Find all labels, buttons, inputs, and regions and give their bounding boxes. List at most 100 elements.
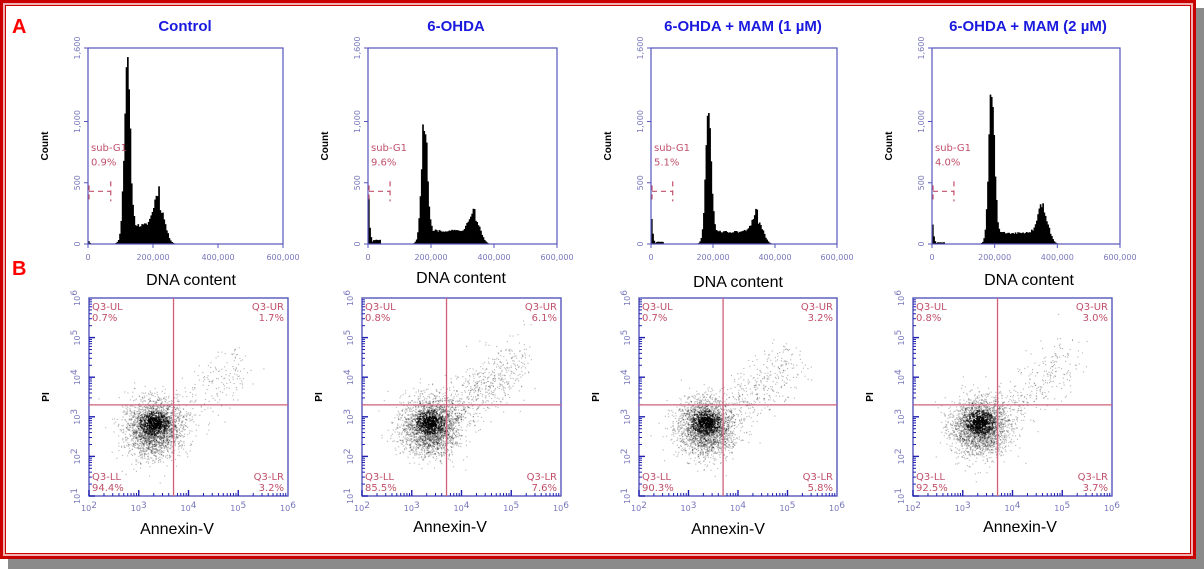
event-dot	[165, 413, 167, 415]
event-dot	[235, 367, 237, 369]
event-dot	[439, 398, 441, 400]
histogram-bar	[441, 231, 443, 244]
histogram-bar	[124, 113, 127, 244]
event-dot	[409, 429, 411, 431]
event-dot	[443, 454, 445, 457]
event-dot	[146, 436, 148, 438]
event-dot	[421, 438, 423, 440]
event-dot	[428, 434, 430, 436]
event-dot	[175, 437, 177, 439]
event-dot	[201, 410, 203, 413]
event-dot	[184, 425, 186, 427]
event-dot	[163, 397, 165, 400]
event-dot	[232, 395, 234, 397]
event-dot	[139, 406, 141, 408]
event-dot	[425, 439, 427, 441]
event-dot	[143, 395, 146, 397]
event-dot	[149, 420, 152, 422]
event-dot	[152, 416, 155, 419]
event-dot	[149, 407, 151, 410]
event-dot	[133, 415, 136, 417]
event-dot	[148, 417, 151, 420]
event-dot	[181, 445, 183, 447]
event-dot	[169, 423, 172, 425]
event-dot	[427, 447, 429, 449]
histogram-bar	[939, 242, 942, 244]
event-dot	[181, 420, 184, 423]
event-dot	[148, 418, 150, 420]
event-dot	[159, 438, 161, 441]
event-dot	[420, 438, 422, 440]
event-dot	[441, 429, 443, 431]
event-dot	[130, 422, 132, 424]
histogram-bar	[716, 230, 719, 244]
event-dot	[171, 437, 173, 439]
event-dot	[433, 438, 435, 441]
event-dot	[242, 387, 244, 389]
event-dot	[171, 423, 173, 425]
event-dot	[430, 392, 432, 395]
event-dot	[155, 444, 157, 447]
event-dot	[425, 425, 427, 427]
event-dot	[206, 433, 208, 435]
event-dot	[409, 428, 411, 430]
event-dot	[443, 447, 445, 449]
event-dot	[202, 380, 204, 382]
event-dot	[436, 441, 438, 443]
event-dot	[168, 457, 171, 459]
event-dot	[151, 457, 153, 460]
event-dot	[460, 421, 463, 423]
histogram-bar	[933, 236, 935, 244]
event-dot	[168, 417, 171, 419]
event-dot	[164, 432, 166, 434]
event-dot	[456, 427, 458, 430]
event-dot	[157, 431, 159, 433]
event-dot	[175, 425, 177, 427]
event-dot	[438, 438, 440, 440]
histogram-bar	[993, 135, 996, 244]
event-dot	[414, 427, 416, 429]
x-tick-exponent: 2	[91, 501, 97, 511]
event-dot	[155, 414, 157, 417]
event-dot	[132, 431, 134, 433]
event-dot	[430, 436, 432, 438]
event-dot	[148, 443, 150, 445]
event-dot	[162, 440, 164, 442]
event-dot	[440, 430, 442, 432]
event-dot	[149, 436, 151, 438]
event-dot	[166, 414, 168, 416]
event-dot	[167, 402, 169, 404]
event-dot	[171, 446, 173, 448]
event-dot	[131, 448, 134, 451]
event-dot	[219, 399, 221, 401]
event-dot	[456, 441, 458, 444]
dotplot-control: 102 103 104 105 106101102103104105106PIQ3-UL…	[41, 290, 296, 513]
event-dot	[140, 443, 142, 445]
event-dot	[156, 424, 159, 426]
histogram-bar	[722, 231, 725, 244]
histogram-bar	[725, 231, 728, 244]
event-dot	[178, 429, 180, 431]
event-dot	[455, 435, 457, 437]
event-dot	[439, 434, 441, 436]
event-dot	[137, 416, 139, 418]
event-dot	[153, 421, 155, 424]
event-dot	[177, 400, 179, 402]
event-dot	[233, 352, 235, 355]
histogram-bar	[1054, 242, 1057, 244]
event-dot	[136, 417, 139, 419]
event-dot	[170, 432, 173, 434]
event-dot	[443, 434, 445, 437]
event-dot	[416, 414, 418, 416]
event-dot	[143, 456, 146, 458]
event-dot	[168, 429, 170, 431]
event-dot	[422, 400, 424, 402]
event-dot	[175, 429, 177, 431]
histogram-bar	[129, 128, 132, 244]
event-dot	[427, 402, 430, 404]
event-dot	[145, 437, 148, 440]
event-dot	[392, 429, 394, 431]
event-dot	[159, 435, 161, 437]
event-dot	[399, 426, 401, 428]
event-dot	[152, 462, 154, 465]
